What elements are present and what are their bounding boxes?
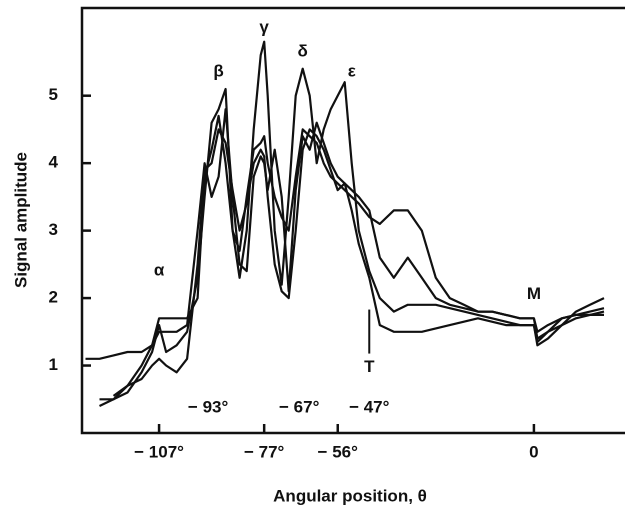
y-tick-label: 5 (49, 85, 58, 104)
annotation: − 93° (188, 398, 229, 417)
y-tick-label: 2 (49, 288, 58, 307)
x-tick-label: − 77° (244, 442, 285, 461)
axis-frame (80, 6, 625, 435)
y-axis-label: Signal amplitude (11, 152, 30, 288)
annotation: − 67° (279, 398, 320, 417)
data-line (99, 40, 605, 401)
data-line (85, 114, 605, 360)
x-tick-label: − 107° (134, 442, 184, 461)
annotation: β (213, 62, 223, 81)
x-axis-label: Angular position, θ (273, 486, 427, 505)
annotation: M (527, 284, 541, 303)
data-line (99, 108, 604, 407)
data-line (112, 128, 605, 397)
annotation: α (154, 261, 165, 280)
annotation: δ (298, 41, 308, 60)
annotation: − 47° (349, 398, 390, 417)
y-tick-label: 3 (49, 220, 58, 239)
annotation: ε (348, 62, 356, 81)
x-tick-label: − 56° (318, 442, 359, 461)
y-tick-label: 1 (49, 355, 58, 374)
y-tick-label: 4 (49, 153, 59, 172)
x-tick-label: 0 (529, 442, 538, 461)
annotation: γ (259, 18, 269, 37)
annotation: T (364, 357, 375, 376)
